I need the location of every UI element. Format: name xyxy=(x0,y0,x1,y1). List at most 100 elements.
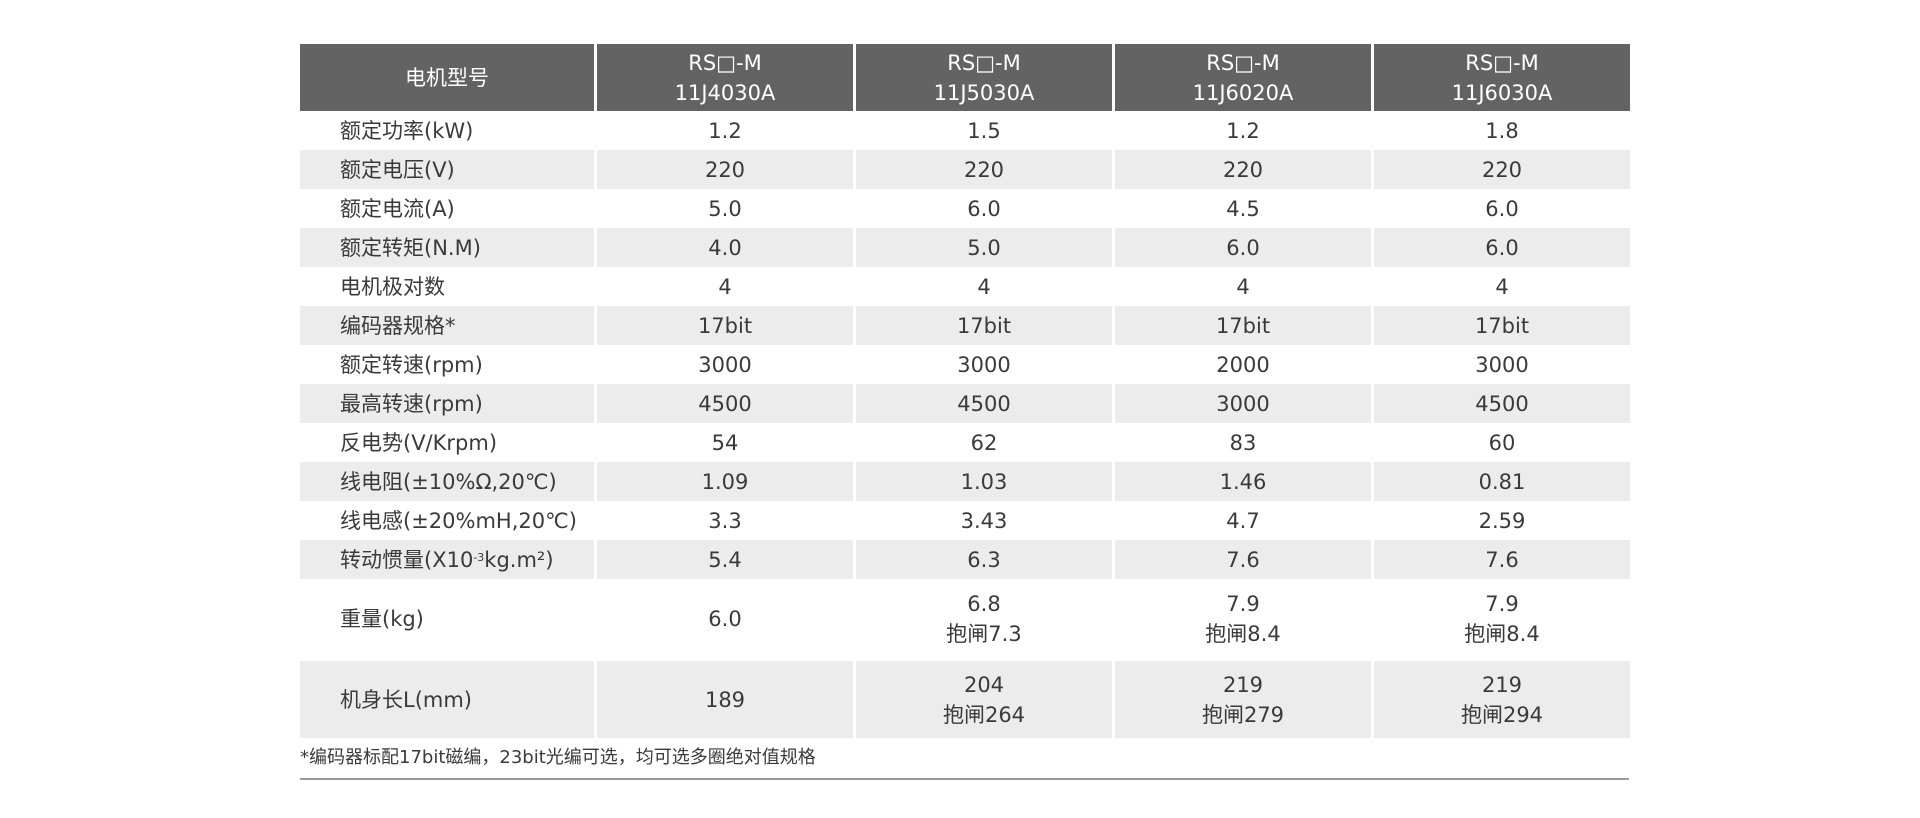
table-cell: 83 xyxy=(1112,423,1371,462)
table-cell: 4 xyxy=(853,267,1112,306)
table-cell: 4.5 xyxy=(1112,189,1371,228)
table-cell: 4500 xyxy=(1371,384,1630,423)
cell-value: 7.9 xyxy=(1485,591,1519,616)
label-text: kg.m²) xyxy=(484,547,554,572)
cell-value: 219 xyxy=(1222,672,1264,697)
table-cell: 7.6 xyxy=(1371,540,1630,579)
table-row: 最高转速(rpm) 4500 4500 3000 4500 xyxy=(300,384,1630,423)
table-cell: 4500 xyxy=(594,384,853,423)
table-row: 额定电压(V) 220 220 220 220 xyxy=(300,150,1630,189)
table-cell: 6.8 抱闸7.3 xyxy=(853,579,1112,658)
model-code: 11J6030A xyxy=(1451,80,1553,105)
row-label: 转动惯量(X10-3kg.m²) xyxy=(300,540,594,579)
table-cell: 17bit xyxy=(1112,306,1371,345)
cell-brake-value: 抱闸264 xyxy=(942,702,1026,727)
table-cell: 4 xyxy=(1112,267,1371,306)
model-series: RS□-M xyxy=(1465,50,1539,75)
row-label: 额定功率(kW) xyxy=(340,118,474,143)
table-cell: 1.2 xyxy=(1112,111,1371,150)
table-cell: 7.9 抱闸8.4 xyxy=(1112,579,1371,658)
row-label: 线电感(±20%mH,20℃) xyxy=(340,508,577,533)
row-label: 线电阻(±10%Ω,20℃) xyxy=(300,462,594,501)
table-cell: 220 xyxy=(853,150,1112,189)
table-cell: 1.09 xyxy=(594,462,853,501)
table-cell: 2000 xyxy=(1112,345,1371,384)
table-row: 额定功率(kW) 1.2 1.5 1.2 1.8 xyxy=(300,111,1630,150)
table-row: 额定转矩(N.M) 4.0 5.0 6.0 6.0 xyxy=(300,228,1630,267)
table-cell: 17bit xyxy=(594,306,853,345)
table-cell: 3.3 xyxy=(594,501,853,540)
row-label: 机身长L(mm) xyxy=(300,658,594,738)
table-cell: 3000 xyxy=(853,345,1112,384)
table-cell: 54 xyxy=(594,423,853,462)
row-label: 额定电压(V) xyxy=(300,150,594,189)
table-cell: 3000 xyxy=(1112,384,1371,423)
table-cell: 4.0 xyxy=(594,228,853,267)
table-cell: 1.03 xyxy=(853,462,1112,501)
table-cell: 60 xyxy=(1371,423,1630,462)
divider xyxy=(300,778,1629,780)
table-row: 转动惯量(X10-3kg.m²) 5.4 6.3 7.6 7.6 xyxy=(300,540,1630,579)
table-cell: 17bit xyxy=(853,306,1112,345)
cell-brake-value: 抱闸7.3 xyxy=(946,621,1022,646)
table-cell: 1.5 xyxy=(853,111,1112,150)
table-cell: 220 xyxy=(594,150,853,189)
table-cell: 4 xyxy=(594,267,853,306)
table-cell: 220 xyxy=(1371,150,1630,189)
model-series: RS□-M xyxy=(1206,50,1280,75)
table-cell: 1.8 xyxy=(1371,111,1630,150)
table-row: 线电感(±20%mH,20℃) 3.3 3.43 4.7 2.59 xyxy=(300,501,1630,540)
model-header: RS□-M 11J4030A xyxy=(594,44,853,111)
table-cell: 220 xyxy=(1112,150,1371,189)
table-row: 反电势(V/Krpm) 54 62 83 60 xyxy=(300,423,1630,462)
table-cell: 6.0 xyxy=(1112,228,1371,267)
cell-brake-value: 抱闸294 xyxy=(1460,702,1544,727)
label-exponent: -3 xyxy=(473,550,485,564)
cell-brake-value: 抱闸8.4 xyxy=(1205,621,1281,646)
footnote: *编码器标配17bit磁编，23bit光编可选，均可选多圈绝对值规格 xyxy=(300,747,816,768)
table-row: 线电阻(±10%Ω,20℃) 1.09 1.03 1.46 0.81 xyxy=(300,462,1630,501)
cell-value: 204 xyxy=(963,672,1005,697)
model-code: 11J4030A xyxy=(674,80,776,105)
row-label: 重量(kg) xyxy=(340,606,424,631)
row-label: 额定转速(rpm) xyxy=(340,352,483,377)
model-series: RS□-M xyxy=(688,50,762,75)
table-cell: 7.9 抱闸8.4 xyxy=(1371,579,1630,658)
table-cell: 6.0 xyxy=(1371,228,1630,267)
cell-value: 189 xyxy=(704,687,746,712)
model-header: RS□-M 11J5030A xyxy=(853,44,1112,111)
table-cell: 4 xyxy=(1371,267,1630,306)
table-row: 机身长L(mm) 189 204 抱闸264 219 抱闸279 219 抱闸294 xyxy=(300,658,1630,738)
label-text: 转动惯量(X10 xyxy=(340,547,474,572)
table-cell: 4500 xyxy=(853,384,1112,423)
header-row: 电机型号 RS□-M 11J4030A RS□-M 11J5030A RS□-M… xyxy=(300,44,1630,111)
table-cell: 6.3 xyxy=(853,540,1112,579)
table-cell: 17bit xyxy=(1371,306,1630,345)
table-cell: 204 抱闸264 xyxy=(853,658,1112,738)
row-label: 编码器规格* xyxy=(300,306,594,345)
model-code: 11J5030A xyxy=(933,80,1035,105)
table-row: 额定转速(rpm) 3000 3000 2000 3000 xyxy=(300,345,1630,384)
table-row: 重量(kg) 6.0 6.8 抱闸7.3 7.9 抱闸8.4 7.9 抱闸8.4 xyxy=(300,579,1630,658)
cell-brake-value: 抱闸8.4 xyxy=(1464,621,1540,646)
table-cell: 5.0 xyxy=(594,189,853,228)
table-cell: 3000 xyxy=(594,345,853,384)
model-code: 11J6020A xyxy=(1192,80,1294,105)
row-label: 额定电流(A) xyxy=(340,196,455,221)
table-row: 电机极对数 4 4 4 4 xyxy=(300,267,1630,306)
table-cell: 2.59 xyxy=(1371,501,1630,540)
table-cell: 219 抱闸294 xyxy=(1371,658,1630,738)
table-cell: 189 xyxy=(594,658,853,738)
header-label: 电机型号 xyxy=(300,44,594,111)
row-label: 额定转矩(N.M) xyxy=(300,228,594,267)
cell-value: 7.9 xyxy=(1226,591,1260,616)
table-cell: 3.43 xyxy=(853,501,1112,540)
table-cell: 7.6 xyxy=(1112,540,1371,579)
model-header: RS□-M 11J6020A xyxy=(1112,44,1371,111)
table-cell: 0.81 xyxy=(1371,462,1630,501)
table-cell: 6.0 xyxy=(853,189,1112,228)
motor-spec-table: 电机型号 RS□-M 11J4030A RS□-M 11J5030A RS□-M… xyxy=(300,44,1630,738)
table-cell: 3000 xyxy=(1371,345,1630,384)
table-row: 编码器规格* 17bit 17bit 17bit 17bit xyxy=(300,306,1630,345)
cell-value: 219 xyxy=(1481,672,1523,697)
